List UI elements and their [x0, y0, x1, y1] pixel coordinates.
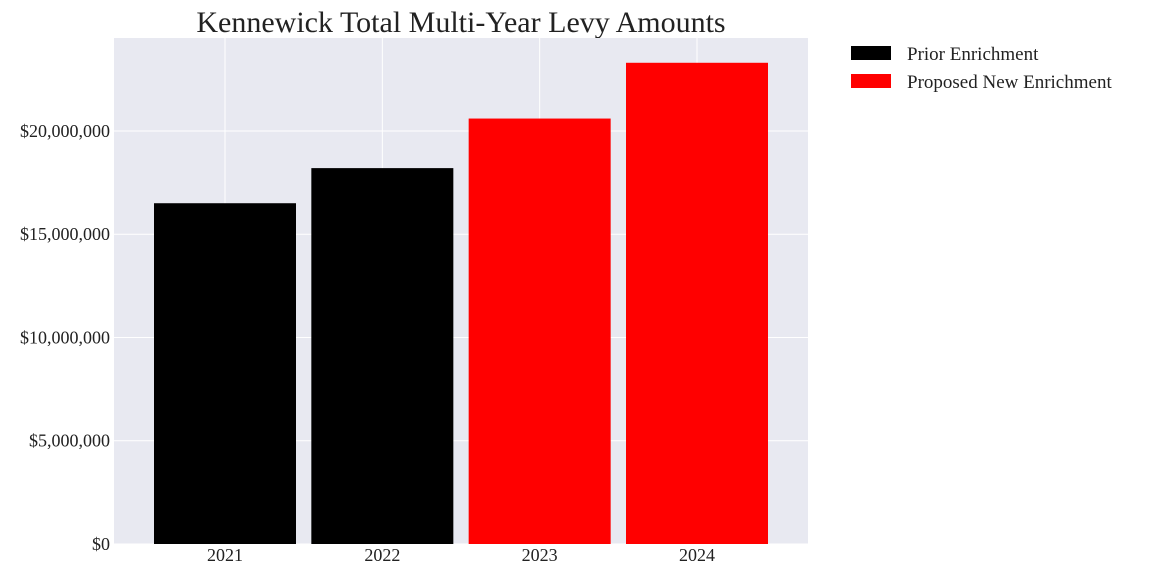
y-tick-label: $15,000,000 — [20, 224, 110, 244]
bar-2023 — [468, 118, 611, 544]
x-tick-label: 2021 — [207, 545, 243, 565]
legend-label: Proposed New Enrichment — [907, 72, 1112, 93]
bar-2021 — [154, 203, 296, 544]
legend: Prior Enrichment Proposed New Enrichment — [851, 44, 1112, 93]
x-tick-label: 2024 — [679, 545, 715, 565]
x-axis-tick-labels: 2021 2022 2023 2024 — [207, 545, 715, 565]
legend-swatch — [851, 46, 891, 60]
y-tick-label: $5,000,000 — [29, 431, 110, 451]
y-tick-label: $10,000,000 — [20, 327, 110, 347]
legend-swatch — [851, 74, 891, 88]
bars-layer — [154, 62, 768, 545]
bar-2022 — [311, 168, 454, 544]
y-tick-label: $0 — [92, 534, 110, 554]
bar-2024 — [626, 62, 768, 545]
x-tick-label: 2022 — [364, 545, 400, 565]
chart-title: Kennewick Total Multi-Year Levy Amounts — [196, 6, 725, 39]
x-tick-label: 2023 — [522, 545, 558, 565]
legend-label: Prior Enrichment — [907, 44, 1039, 65]
y-tick-label: $20,000,000 — [20, 121, 110, 141]
y-axis-tick-labels: $0 $5,000,000 $10,000,000 $15,000,000 $20,00… — [20, 121, 110, 554]
